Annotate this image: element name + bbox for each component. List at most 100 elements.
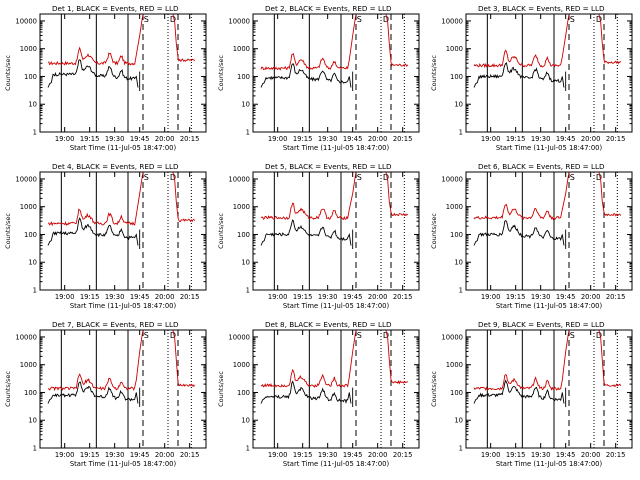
y-tick-label: 1000: [20, 361, 37, 369]
plot-frame: [39, 329, 207, 449]
y-tick-label: 1000: [20, 203, 37, 211]
x-tick-label: 20:15: [393, 293, 413, 301]
annotation-s: S: [570, 173, 575, 182]
x-tick-label: 19:45: [130, 135, 150, 143]
chart-title: Det 1, BLACK = Events, RED = LLD: [52, 4, 179, 13]
y-tick-label: 1000: [446, 45, 463, 53]
y-axis-label: Counts/sec: [217, 213, 225, 249]
x-tick-label: 19:30: [531, 451, 551, 459]
x-tick-label: 19:45: [130, 451, 150, 459]
series-lld-line: [260, 14, 357, 71]
y-tick-label: 10000: [228, 333, 250, 341]
chart-panel: Det 6, BLACK = Events, RED = LLD Counts/s…: [430, 162, 633, 310]
y-tick-label: 1: [246, 129, 250, 137]
x-tick-label: 19:15: [506, 293, 526, 301]
series-lld-line-after: [598, 14, 622, 65]
x-tick-label: 19:00: [268, 451, 288, 459]
series-lld-line-after: [385, 172, 409, 217]
y-tick-label: 100: [237, 231, 250, 239]
annotation-d: D: [383, 331, 389, 340]
x-tick-label: 19:15: [506, 135, 526, 143]
annotation-d: D: [170, 15, 176, 24]
x-axis-label: Start Time (11-Jul-05 18:47:00): [283, 144, 390, 152]
x-tick-label: 19:45: [343, 135, 363, 143]
chart-panel: Det 2, BLACK = Events, RED = LLD Counts/s…: [217, 4, 420, 152]
x-tick-label: 19:45: [343, 451, 363, 459]
plot-frame: [465, 329, 633, 449]
x-tick-label: 19:00: [268, 135, 288, 143]
series-lld-line-after: [385, 330, 409, 385]
x-tick-label: 20:15: [180, 293, 200, 301]
y-tick-label: 10: [28, 259, 37, 267]
x-tick-label: 20:15: [606, 293, 626, 301]
x-tick-label: 20:00: [368, 293, 388, 301]
x-tick-label: 19:45: [556, 451, 576, 459]
y-tick-label: 10: [241, 259, 250, 267]
y-tick-label: 10: [241, 101, 250, 109]
chart-panel: Det 4, BLACK = Events, RED = LLD Counts/s…: [4, 162, 207, 310]
y-tick-label: 100: [450, 389, 463, 397]
x-axis-label: Start Time (11-Jul-05 18:47:00): [283, 460, 390, 468]
y-axis-label: Counts/sec: [430, 371, 438, 407]
annotation-d: D: [383, 15, 389, 24]
x-tick-label: 19:45: [130, 293, 150, 301]
series-events-line: [260, 218, 352, 246]
x-tick-label: 19:30: [531, 293, 551, 301]
x-axis-label: Start Time (11-Jul-05 18:47:00): [283, 302, 390, 310]
y-tick-label: 1000: [233, 361, 250, 369]
series-lld-line: [47, 330, 144, 392]
y-tick-label: 1: [459, 287, 463, 295]
chart-panel: Det 1, BLACK = Events, RED = LLD Counts/s…: [4, 4, 207, 152]
series-events-line: [260, 380, 352, 404]
x-tick-label: 20:15: [180, 451, 200, 459]
chart-panel: Det 9, BLACK = Events, RED = LLD Counts/s…: [430, 320, 633, 468]
y-tick-label: 100: [24, 389, 37, 397]
y-tick-label: 10000: [15, 17, 37, 25]
plot-frame: [465, 13, 633, 133]
x-tick-label: 19:30: [531, 135, 551, 143]
series-lld-line-after: [598, 172, 622, 217]
series-lld-line-after: [172, 172, 196, 223]
plot-frame: [252, 13, 420, 133]
x-tick-label: 19:30: [318, 293, 338, 301]
y-tick-label: 10: [28, 417, 37, 425]
chart-title: Det 3, BLACK = Events, RED = LLD: [478, 4, 605, 13]
y-tick-label: 1: [33, 287, 37, 295]
series-events-line: [473, 220, 565, 246]
x-tick-label: 19:45: [556, 293, 576, 301]
x-tick-label: 19:00: [268, 293, 288, 301]
chart-panel: Det 5, BLACK = Events, RED = LLD Counts/s…: [217, 162, 420, 310]
x-axis-label: Start Time (11-Jul-05 18:47:00): [496, 460, 603, 468]
x-tick-label: 20:15: [393, 135, 413, 143]
x-tick-label: 19:45: [556, 135, 576, 143]
x-tick-label: 20:00: [581, 451, 601, 459]
x-tick-label: 19:45: [343, 293, 363, 301]
y-tick-label: 10000: [228, 17, 250, 25]
annotation-d: D: [596, 173, 602, 182]
y-axis-label: Counts/sec: [430, 55, 438, 91]
y-tick-label: 1000: [20, 45, 37, 53]
x-tick-label: 19:00: [481, 293, 501, 301]
chart-title: Det 9, BLACK = Events, RED = LLD: [478, 320, 605, 329]
x-tick-label: 19:15: [80, 135, 100, 143]
y-tick-label: 1000: [233, 203, 250, 211]
y-tick-label: 100: [450, 73, 463, 81]
x-tick-label: 19:00: [481, 451, 501, 459]
series-lld-line-after: [385, 14, 409, 68]
chart-title: Det 4, BLACK = Events, RED = LLD: [52, 162, 179, 171]
x-tick-label: 20:00: [155, 293, 175, 301]
x-tick-label: 19:30: [105, 451, 125, 459]
x-tick-label: 19:15: [293, 451, 313, 459]
y-axis-label: Counts/sec: [4, 213, 12, 249]
y-tick-label: 1: [33, 129, 37, 137]
x-tick-label: 19:30: [105, 293, 125, 301]
series-lld-line: [47, 14, 144, 66]
y-tick-label: 10000: [15, 333, 37, 341]
annotation-d: D: [170, 331, 176, 340]
series-lld-line-after: [598, 330, 622, 388]
x-tick-label: 19:00: [481, 135, 501, 143]
chart-panel: Det 8, BLACK = Events, RED = LLD Counts/s…: [217, 320, 420, 468]
y-axis-label: Counts/sec: [4, 55, 12, 91]
x-tick-label: 19:30: [105, 135, 125, 143]
